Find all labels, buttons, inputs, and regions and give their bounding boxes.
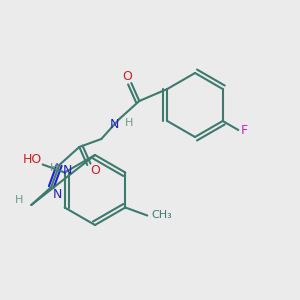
Text: H: H [50, 163, 58, 173]
Text: N: N [110, 118, 119, 130]
Text: N: N [52, 188, 62, 200]
Text: H: H [125, 118, 134, 128]
Text: H: H [15, 195, 23, 205]
Text: O: O [122, 70, 132, 83]
Text: CH₃: CH₃ [151, 211, 172, 220]
Text: N: N [63, 164, 72, 176]
Text: F: F [241, 124, 248, 136]
Text: HO: HO [23, 153, 42, 166]
Text: O: O [90, 164, 100, 176]
